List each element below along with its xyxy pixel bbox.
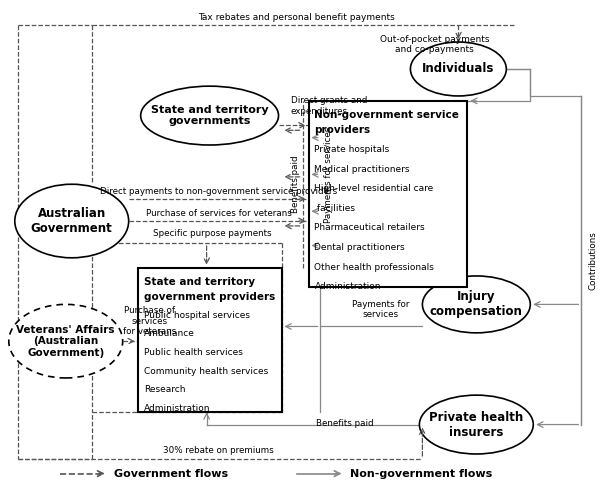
- Text: Public health services: Public health services: [143, 348, 243, 357]
- Text: facilities: facilities: [315, 204, 356, 213]
- Text: Specific purpose payments: Specific purpose payments: [152, 229, 271, 238]
- Bar: [309, 101, 467, 287]
- Text: Out-of-pocket payments
and co-payments: Out-of-pocket payments and co-payments: [379, 35, 489, 54]
- Text: Non-government flows: Non-government flows: [350, 469, 492, 479]
- Text: Purchase of services for veterans: Purchase of services for veterans: [146, 209, 292, 218]
- Text: Ambulance: Ambulance: [143, 329, 195, 338]
- Text: Direct grants and
expenditures: Direct grants and expenditures: [290, 96, 367, 116]
- Text: Dental practitioners: Dental practitioners: [315, 243, 405, 252]
- Text: Purchase of
services
for veterans: Purchase of services for veterans: [123, 307, 176, 336]
- Text: Private hospitals: Private hospitals: [315, 145, 390, 154]
- Ellipse shape: [141, 86, 278, 145]
- Ellipse shape: [410, 42, 506, 96]
- Text: Non-government service: Non-government service: [315, 110, 459, 120]
- Ellipse shape: [15, 184, 129, 258]
- Text: Private health
insurers: Private health insurers: [429, 411, 523, 438]
- Text: Other health professionals: Other health professionals: [315, 263, 434, 272]
- Text: High-level residential care: High-level residential care: [315, 184, 434, 193]
- Text: Direct payments to non-government service providers: Direct payments to non-government servic…: [100, 186, 337, 195]
- Text: Administration: Administration: [143, 404, 210, 413]
- Text: Veterans' Affairs
(Australian
Government): Veterans' Affairs (Australian Government…: [16, 324, 115, 358]
- Text: State and territory: State and territory: [143, 277, 255, 287]
- Text: Payments for services: Payments for services: [324, 126, 333, 223]
- Ellipse shape: [9, 305, 123, 378]
- Ellipse shape: [422, 276, 531, 333]
- Text: Medical practitioners: Medical practitioners: [315, 165, 410, 174]
- Text: Australian
Government: Australian Government: [31, 207, 113, 235]
- Text: government providers: government providers: [143, 292, 275, 302]
- Text: Community health services: Community health services: [143, 367, 268, 375]
- Text: Payments for
services: Payments for services: [352, 300, 409, 319]
- Text: providers: providers: [315, 125, 371, 135]
- Text: Research: Research: [143, 385, 185, 394]
- Text: Individuals: Individuals: [422, 62, 494, 75]
- Ellipse shape: [419, 395, 533, 454]
- Bar: [138, 268, 281, 412]
- Text: Contributions: Contributions: [589, 231, 597, 290]
- Text: Government flows: Government flows: [114, 469, 228, 479]
- Text: Tax rebates and personal benefit payments: Tax rebates and personal benefit payment…: [198, 13, 395, 22]
- Text: Benefits paid: Benefits paid: [316, 419, 373, 428]
- Text: 30% rebate on premiums: 30% rebate on premiums: [163, 446, 274, 455]
- Text: Benefits paid: Benefits paid: [291, 155, 300, 213]
- Text: State and territory
governments: State and territory governments: [151, 105, 269, 126]
- Text: Administration: Administration: [315, 282, 381, 291]
- Text: Pharmaceutical retailers: Pharmaceutical retailers: [315, 224, 425, 233]
- Text: Public hospital services: Public hospital services: [143, 311, 250, 320]
- Text: Injury
compensation: Injury compensation: [430, 290, 523, 318]
